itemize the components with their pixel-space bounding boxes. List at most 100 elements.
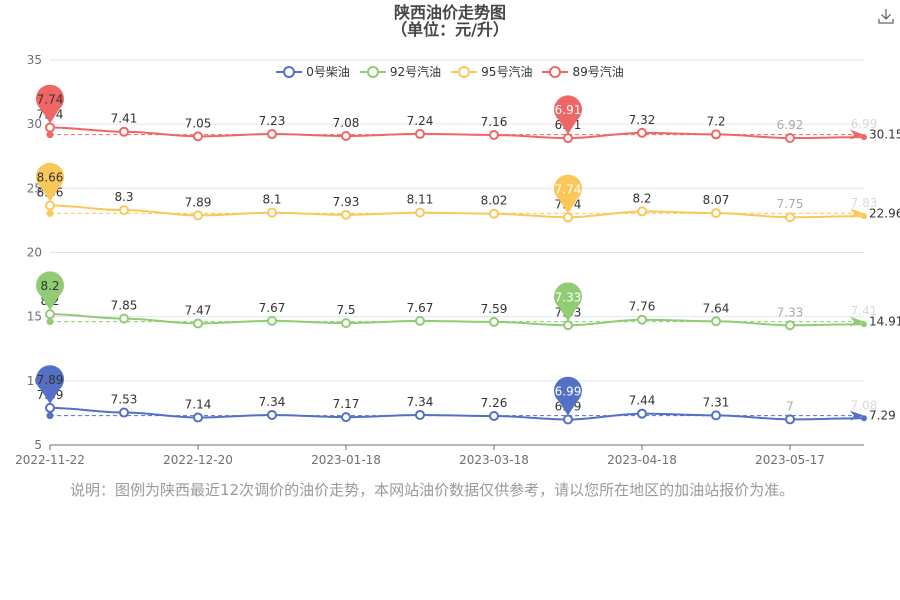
data-point bbox=[341, 318, 351, 329]
data-point bbox=[489, 410, 499, 421]
data-label: 7.33 bbox=[777, 305, 804, 319]
subtitle: （单位：元/升） bbox=[391, 20, 509, 39]
download-icon[interactable] bbox=[876, 6, 896, 26]
data-label: 7.24 bbox=[407, 114, 434, 128]
data-label: 7.14 bbox=[185, 398, 212, 412]
min-pin bbox=[554, 282, 583, 322]
data-label: 7.08 bbox=[333, 116, 360, 130]
data-label: 7.16 bbox=[481, 115, 508, 129]
y-tick-label: 30 bbox=[27, 117, 42, 131]
series-line bbox=[49, 406, 865, 421]
legend-item[interactable]: 92号汽油 bbox=[359, 63, 441, 80]
data-point bbox=[415, 207, 425, 218]
data-point bbox=[711, 316, 721, 327]
data-label: 7.89 bbox=[185, 195, 212, 209]
max-pin-label: 8.2 bbox=[40, 279, 59, 293]
min-pin-label: 7.33 bbox=[555, 290, 582, 304]
y-tick-label: 25 bbox=[27, 181, 42, 195]
average-line-start bbox=[46, 318, 54, 326]
data-label: 7.34 bbox=[259, 395, 286, 409]
data-label: 7.26 bbox=[481, 396, 508, 410]
data-point bbox=[563, 133, 573, 144]
average-line-start bbox=[46, 412, 54, 420]
min-pin-label: 6.91 bbox=[555, 103, 582, 117]
legend-label: 0号柴油 bbox=[306, 65, 350, 79]
data-point bbox=[711, 410, 721, 421]
data-point bbox=[119, 407, 129, 418]
data-point bbox=[415, 128, 425, 139]
min-pin bbox=[554, 376, 583, 416]
average-label: 7.29 bbox=[869, 409, 896, 423]
data-point bbox=[119, 205, 129, 216]
data-point bbox=[267, 315, 277, 326]
data-point bbox=[193, 318, 203, 329]
data-point bbox=[785, 212, 795, 223]
data-point bbox=[267, 207, 277, 218]
y-tick-label: 5 bbox=[34, 438, 42, 452]
x-tick-label: 2023-01-18 bbox=[311, 453, 381, 467]
max-pin bbox=[36, 84, 65, 124]
legend-item[interactable]: 89号汽油 bbox=[542, 63, 624, 80]
data-label: 7.67 bbox=[259, 301, 286, 315]
data-point bbox=[267, 409, 277, 420]
min-pin bbox=[554, 174, 582, 214]
data-label: 8.1 bbox=[262, 193, 281, 207]
data-label: 7.34 bbox=[407, 395, 434, 409]
data-label: 7 bbox=[786, 399, 794, 413]
max-pin bbox=[36, 271, 65, 311]
data-point bbox=[637, 206, 647, 217]
footnote: 说明：图例为陕西最近12次调价的油价走势，本网站油价数据仅供参考，请以您所在地区… bbox=[70, 481, 795, 499]
data-point bbox=[489, 208, 499, 219]
legend-item[interactable]: 0号柴油 bbox=[276, 63, 350, 80]
legend-item[interactable]: 95号汽油 bbox=[451, 63, 532, 80]
data-label: 8.02 bbox=[481, 194, 508, 208]
data-point bbox=[563, 212, 573, 223]
legend-swatch bbox=[542, 65, 569, 78]
legend-label: 95号汽油 bbox=[481, 65, 533, 79]
data-point bbox=[861, 213, 867, 220]
x-tick-label: 2023-05-17 bbox=[755, 453, 825, 467]
data-label: 7.08 bbox=[851, 398, 878, 412]
data-point bbox=[637, 408, 647, 419]
chart-title: 陕西油价走势图 （单位：元/升） bbox=[0, 4, 900, 38]
data-label: 7.41 bbox=[851, 304, 878, 318]
data-point bbox=[489, 316, 499, 327]
legend-swatch bbox=[451, 65, 478, 78]
y-tick-label: 20 bbox=[27, 246, 42, 260]
average-line-start bbox=[46, 209, 54, 217]
data-label: 7.41 bbox=[111, 112, 138, 126]
x-tick-label: 2022-11-22 bbox=[15, 453, 85, 467]
data-point bbox=[785, 414, 795, 425]
data-label: 7.75 bbox=[777, 197, 804, 211]
data-label: 7.32 bbox=[629, 113, 656, 127]
data-label: 7.31 bbox=[703, 395, 730, 409]
data-label: 7.17 bbox=[333, 397, 360, 411]
series-line bbox=[49, 204, 865, 219]
average-label: 14.91 bbox=[869, 315, 900, 329]
max-pin-label: 8.66 bbox=[37, 171, 64, 185]
y-tick-label: 35 bbox=[27, 53, 42, 67]
average-line-start bbox=[46, 131, 54, 139]
data-label: 7.47 bbox=[185, 303, 212, 317]
legend-swatch bbox=[276, 65, 303, 78]
data-label: 7.5 bbox=[336, 303, 355, 317]
data-point bbox=[637, 314, 647, 325]
data-point bbox=[119, 126, 129, 137]
data-label: 6.92 bbox=[777, 118, 804, 132]
data-label: 6.99 bbox=[851, 117, 878, 131]
data-point bbox=[563, 320, 573, 331]
max-pin-label: 7.89 bbox=[37, 373, 64, 387]
average-label: 22.96 bbox=[869, 206, 900, 220]
data-label: 7.23 bbox=[259, 114, 286, 128]
data-point bbox=[861, 321, 867, 328]
data-label: 7.59 bbox=[481, 302, 508, 316]
data-label: 7.85 bbox=[111, 299, 138, 313]
data-point bbox=[45, 200, 55, 211]
data-label: 7.05 bbox=[185, 116, 212, 130]
min-pin bbox=[554, 95, 582, 135]
data-point bbox=[267, 129, 277, 140]
data-point bbox=[45, 122, 55, 133]
data-point bbox=[785, 320, 795, 331]
data-label: 7.64 bbox=[703, 301, 730, 315]
